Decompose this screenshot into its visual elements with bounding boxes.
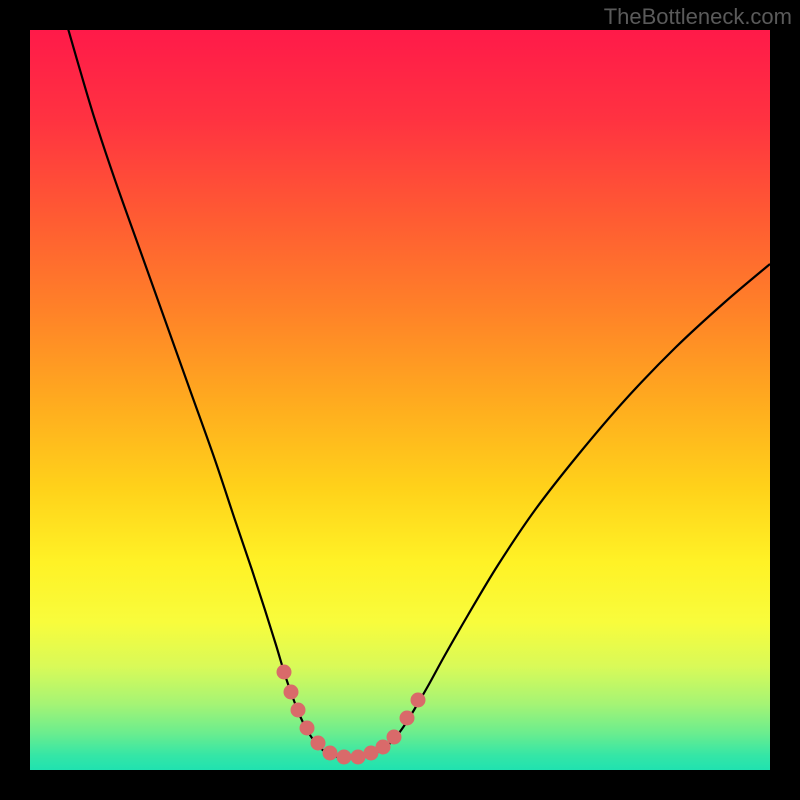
valley-marker <box>337 750 352 765</box>
bottleneck-chart <box>0 0 800 800</box>
watermark-text: TheBottleneck.com <box>604 4 792 30</box>
valley-marker <box>411 693 426 708</box>
valley-marker <box>277 665 292 680</box>
valley-marker <box>387 730 402 745</box>
valley-marker <box>323 746 338 761</box>
valley-marker <box>351 750 366 765</box>
chart-root: TheBottleneck.com <box>0 0 800 800</box>
valley-marker <box>284 685 299 700</box>
plot-gradient-background <box>30 30 770 770</box>
valley-marker <box>300 721 315 736</box>
valley-marker <box>291 703 306 718</box>
valley-marker <box>400 711 415 726</box>
valley-marker <box>311 736 326 751</box>
